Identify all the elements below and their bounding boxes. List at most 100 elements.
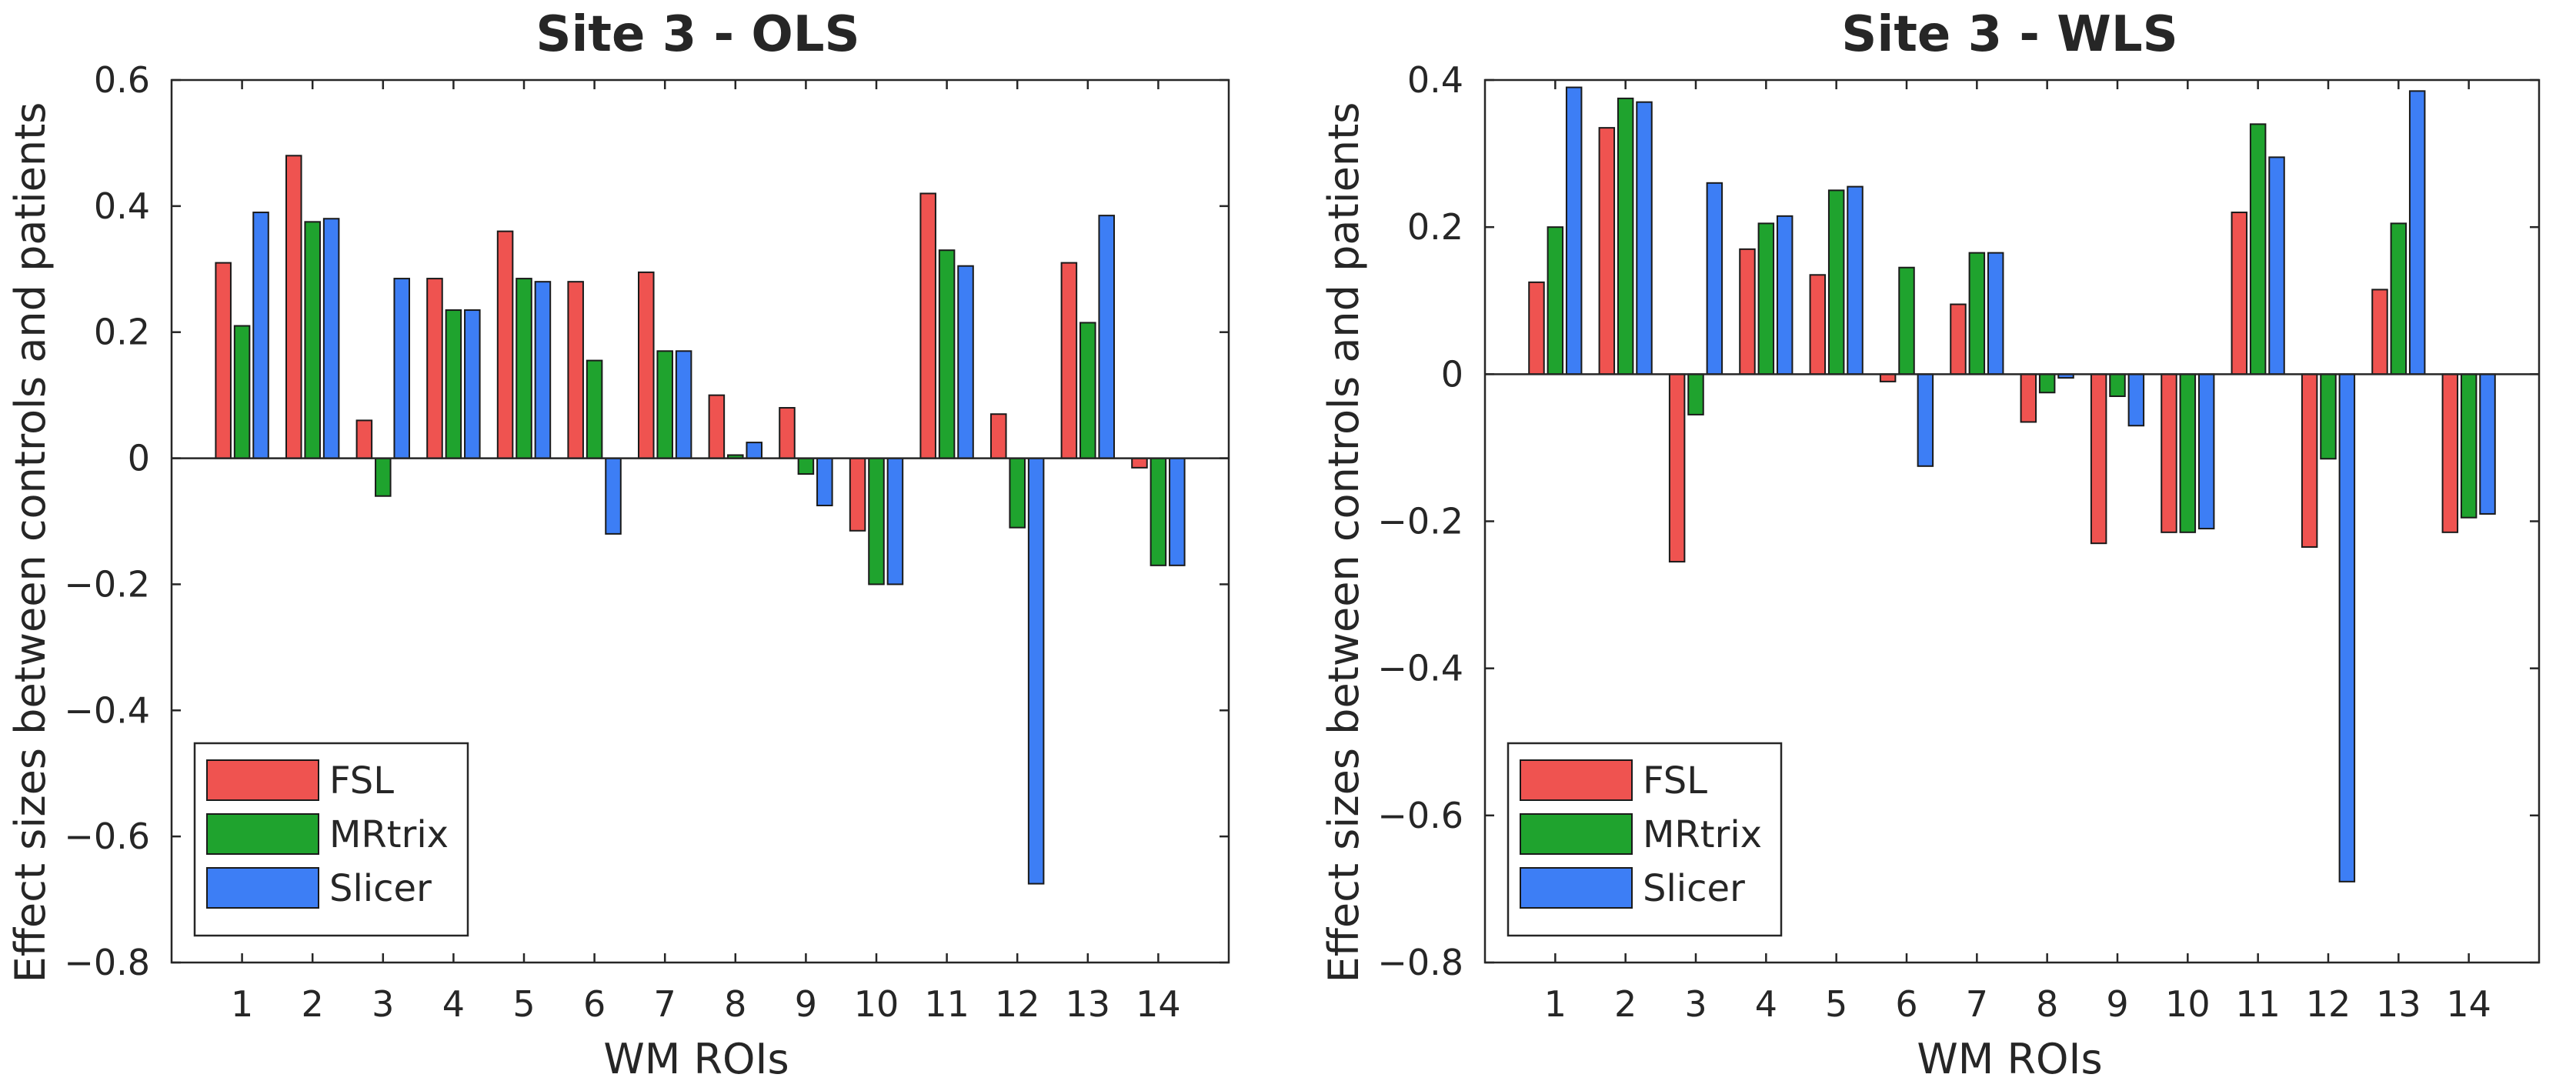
y-tick-label: −0.2 <box>64 563 150 605</box>
bar-fsl-roi-3 <box>1668 373 1686 563</box>
legend-label-mrtrix: MRtrix <box>329 813 449 856</box>
x-tick-label: 6 <box>1895 983 1917 1025</box>
x-tick-label: 13 <box>1066 983 1111 1025</box>
bar-slicer-roi-5 <box>534 281 552 459</box>
x-tick-label: 2 <box>1614 983 1637 1025</box>
bar-slicer-roi-5 <box>1847 185 1864 375</box>
x-tick-label: 9 <box>2106 983 2128 1025</box>
x-tick-label: 6 <box>583 983 606 1025</box>
bar-slicer-roi-9 <box>816 457 833 507</box>
y-axis-label: Effect sizes between controls and patien… <box>1320 102 1368 983</box>
x-tick-label: 3 <box>372 983 394 1025</box>
bar-slicer-roi-8 <box>746 442 762 459</box>
bar-fsl-roi-14 <box>1131 457 1148 469</box>
bar-slicer-roi-10 <box>886 457 904 586</box>
bar-slicer-roi-4 <box>464 309 481 459</box>
bar-fsl-roi-4 <box>1739 248 1756 375</box>
y-tick-label: 0.2 <box>94 312 150 353</box>
x-tick-label: 12 <box>995 983 1040 1025</box>
bar-fsl-roi-12 <box>990 413 1007 459</box>
bar-slicer-roi-3 <box>1706 182 1723 375</box>
bar-slicer-roi-12 <box>2338 373 2356 882</box>
legend: FSL MRtrix Slicer <box>193 742 469 937</box>
bar-fsl-roi-3 <box>355 419 373 459</box>
bar-slicer-roi-7 <box>1987 252 2004 375</box>
y-tick-label: −0.6 <box>64 816 150 857</box>
bar-mrtrix-roi-9 <box>2109 373 2126 398</box>
bar-slicer-roi-4 <box>1776 215 1794 375</box>
bar-fsl-roi-1 <box>1528 281 1545 375</box>
y-tick-label: 0 <box>128 438 150 479</box>
bar-mrtrix-roi-13 <box>2390 222 2407 375</box>
x-tick-label: 2 <box>302 983 324 1025</box>
bar-slicer-roi-14 <box>2479 373 2496 515</box>
x-tick-label: 5 <box>1825 983 1847 1025</box>
bar-fsl-roi-12 <box>2301 373 2318 548</box>
legend-swatch-mrtrix <box>206 813 319 855</box>
bar-mrtrix-roi-10 <box>2179 373 2197 533</box>
bar-fsl-roi-6 <box>567 281 584 459</box>
bar-mrtrix-roi-5 <box>1827 189 1845 375</box>
bar-fsl-roi-2 <box>1598 127 1616 375</box>
bar-slicer-roi-6 <box>605 457 622 535</box>
bar-slicer-roi-13 <box>2408 90 2426 375</box>
y-tick-label: −0.8 <box>64 942 150 983</box>
legend-label-slicer: Slicer <box>329 867 432 910</box>
bar-fsl-roi-8 <box>2020 373 2037 423</box>
x-tick-label: 8 <box>724 983 746 1025</box>
bar-fsl-roi-7 <box>638 271 655 459</box>
chart-title: Site 3 - OLS <box>536 6 859 63</box>
y-tick-label: 0 <box>1441 353 1463 395</box>
bar-mrtrix-roi-4 <box>445 309 462 459</box>
x-tick-label: 1 <box>1544 983 1567 1025</box>
bar-slicer-roi-12 <box>1027 457 1045 885</box>
bar-fsl-roi-9 <box>779 407 796 459</box>
bar-fsl-roi-11 <box>2231 212 2248 375</box>
bar-fsl-roi-14 <box>2441 373 2459 533</box>
x-tick-label: 10 <box>854 983 899 1025</box>
x-axis-label: WM ROIs <box>603 1035 789 1083</box>
bar-fsl-roi-10 <box>2161 373 2177 533</box>
y-tick-label: 0.2 <box>1407 206 1463 248</box>
bar-mrtrix-roi-8 <box>2038 373 2056 394</box>
x-tick-label: 8 <box>2036 983 2058 1025</box>
bar-slicer-roi-2 <box>1636 101 1653 375</box>
x-tick-label: 12 <box>2306 983 2351 1025</box>
bar-mrtrix-roi-7 <box>656 350 673 459</box>
bar-fsl-roi-5 <box>496 230 514 459</box>
bar-mrtrix-roi-3 <box>375 457 392 497</box>
bar-mrtrix-roi-11 <box>938 249 956 459</box>
chart-title: Site 3 - WLS <box>1841 6 2177 63</box>
bar-fsl-roi-2 <box>285 155 302 459</box>
x-axis-label: WM ROIs <box>1917 1035 2102 1083</box>
legend-label-slicer: Slicer <box>1643 867 1745 910</box>
bar-slicer-roi-14 <box>1169 457 1186 566</box>
bar-fsl-roi-10 <box>849 457 866 532</box>
bar-slicer-roi-9 <box>2127 373 2145 427</box>
legend-swatch-mrtrix <box>1520 813 1633 855</box>
y-axis-label: Effect sizes between controls and patien… <box>6 102 55 983</box>
bar-mrtrix-roi-9 <box>797 457 815 475</box>
bar-slicer-roi-1 <box>252 212 269 459</box>
x-tick-label: 14 <box>1136 983 1181 1025</box>
y-tick-label: 0.6 <box>94 59 150 101</box>
bar-fsl-roi-13 <box>2371 289 2388 375</box>
y-tick-label: −0.4 <box>1377 648 1463 689</box>
chart-panel-ols: Site 3 - OLS WM ROIs Effect sizes betwee… <box>6 6 1230 1083</box>
bar-mrtrix-roi-1 <box>233 325 251 459</box>
legend-label-fsl: FSL <box>329 759 394 802</box>
bar-fsl-roi-11 <box>919 192 936 459</box>
bar-fsl-roi-5 <box>1809 274 1827 375</box>
x-tick-label: 11 <box>924 983 969 1025</box>
legend-swatch-fsl <box>1520 759 1633 801</box>
bar-slicer-roi-2 <box>322 218 340 459</box>
bar-fsl-roi-7 <box>1950 303 1967 375</box>
bar-mrtrix-roi-4 <box>1757 222 1775 375</box>
bar-mrtrix-roi-2 <box>304 221 321 459</box>
bar-slicer-roi-6 <box>1917 373 1934 467</box>
x-tick-label: 3 <box>1684 983 1707 1025</box>
bar-mrtrix-roi-3 <box>1687 373 1704 415</box>
legend-swatch-fsl <box>206 759 319 801</box>
bar-slicer-roi-7 <box>675 350 692 459</box>
